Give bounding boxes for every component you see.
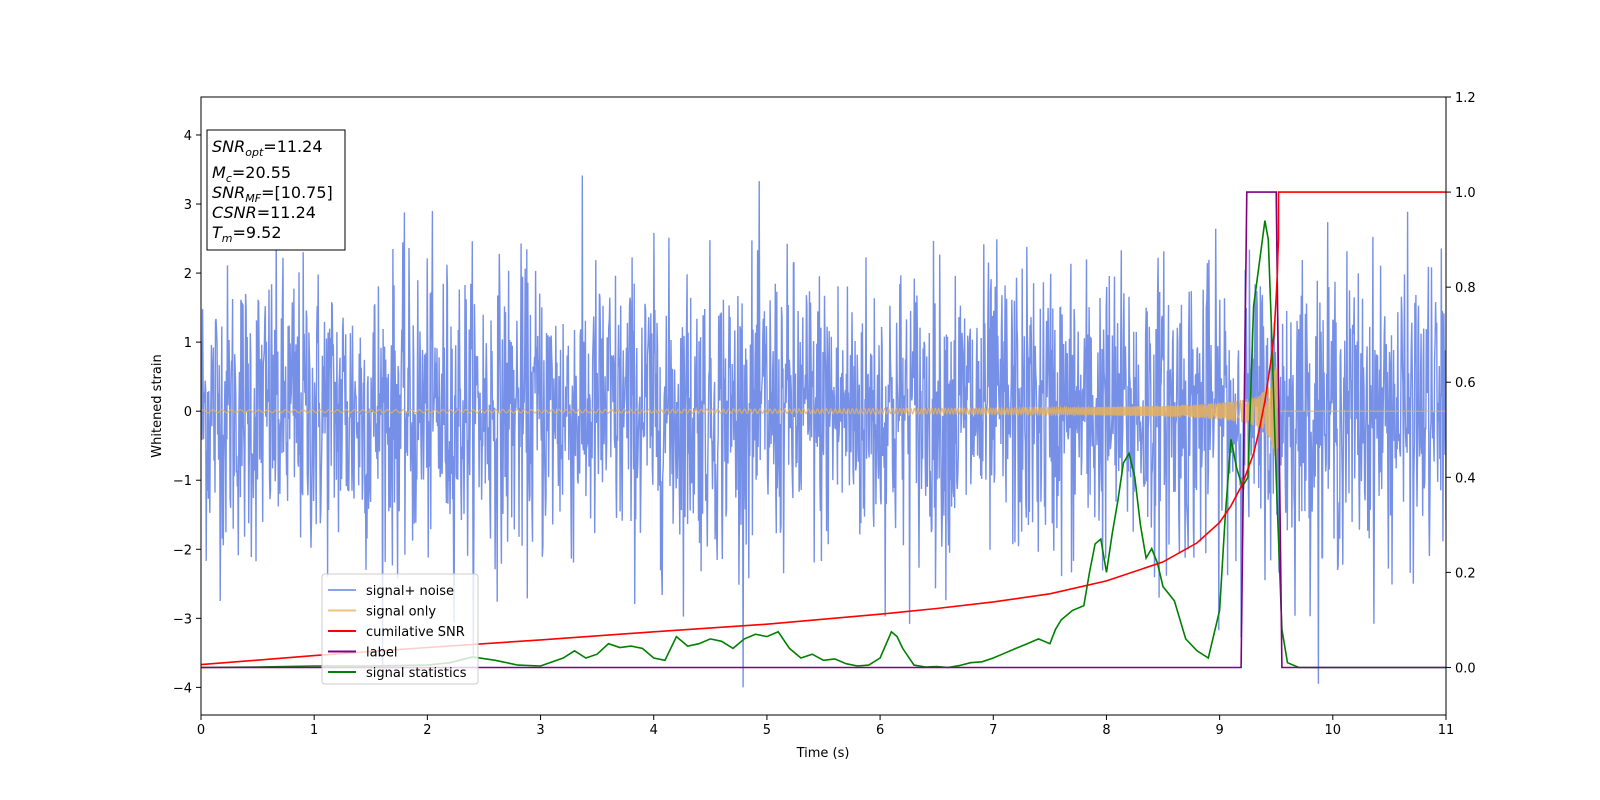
x-tick-label: 1 (310, 723, 318, 738)
y-tick-label: 4 (184, 129, 192, 144)
plot-frame (200, 96, 1447, 716)
x-tick-label: 10 (1325, 723, 1342, 738)
info-snr-mf: SNRMF=[10.75] (212, 183, 333, 205)
x-tick-label: 8 (1102, 723, 1110, 738)
y2-tick-label: 0.4 (1455, 471, 1476, 486)
x-tick-label: 2 (423, 723, 431, 738)
y-axis-left: −4 −3 −2 −1 0 1 2 3 4 (173, 129, 201, 696)
x-axis: 0 1 2 3 4 5 6 7 8 9 10 11 (197, 715, 1454, 738)
legend-frame (321, 573, 479, 685)
legend-items: signal+ noise signal only cumilative SNR la… (328, 584, 467, 681)
y-tick-label: −3 (173, 612, 192, 627)
series-cumulative-snr (201, 191, 1446, 666)
legend-label: signal statistics (366, 666, 467, 681)
y-tick-label: 2 (184, 267, 192, 282)
y-axis-right: 0.0 0.2 0.4 0.6 0.8 1.0 1.2 (1446, 91, 1476, 676)
legend-label: signal only (366, 605, 436, 620)
x-tick-label: 4 (650, 723, 658, 738)
y2-tick-label: 0.8 (1455, 281, 1476, 296)
legend: signal+ noise signal only cumilative SNR la… (321, 573, 479, 685)
series-signal-noise (201, 175, 1446, 688)
y-tick-label: −2 (173, 543, 192, 558)
x-tick-label: 7 (989, 723, 997, 738)
info-mc: Mc=20.55 (212, 163, 291, 185)
legend-label: signal+ noise (366, 584, 454, 599)
plot-area (201, 175, 1446, 688)
y2-tick-label: 0.6 (1455, 376, 1476, 391)
y2-tick-label: 0.2 (1455, 566, 1476, 581)
info-csnr: CSNR=11.24 (212, 203, 316, 222)
x-tick-label: 9 (1215, 723, 1223, 738)
y2-tick-label: 1.2 (1455, 91, 1476, 106)
x-tick-label: 0 (197, 723, 205, 738)
series-label (201, 191, 1446, 669)
x-axis-label: Time (s) (796, 746, 850, 761)
y2-tick-label: 1.0 (1455, 186, 1476, 201)
y-tick-label: 1 (184, 336, 192, 351)
legend-label: cumilative SNR (366, 625, 465, 640)
series-group (201, 175, 1446, 688)
y-tick-label: 0 (184, 405, 192, 420)
legend-label: label (366, 646, 397, 661)
y-tick-label: 3 (184, 198, 192, 213)
info-snr-opt: SNRopt=11.24 (212, 137, 323, 159)
series-signal-only (201, 327, 1446, 464)
info-tm: Tm=9.52 (212, 223, 282, 245)
y-tick-label: −4 (173, 681, 192, 696)
x-tick-label: 6 (876, 723, 884, 738)
x-tick-label: 11 (1438, 723, 1455, 738)
y-tick-label: −1 (173, 474, 192, 489)
series-signal-statistics (201, 220, 1446, 669)
x-tick-label: 5 (763, 723, 771, 738)
info-box-frame (206, 129, 346, 251)
y-axis-label: Whitened strain (150, 354, 165, 457)
y2-tick-label: 0.0 (1455, 661, 1476, 676)
x-tick-label: 3 (536, 723, 544, 738)
info-box: SNRopt=11.24 Mc=20.55 SNRMF=[10.75] CSNR… (206, 129, 346, 251)
